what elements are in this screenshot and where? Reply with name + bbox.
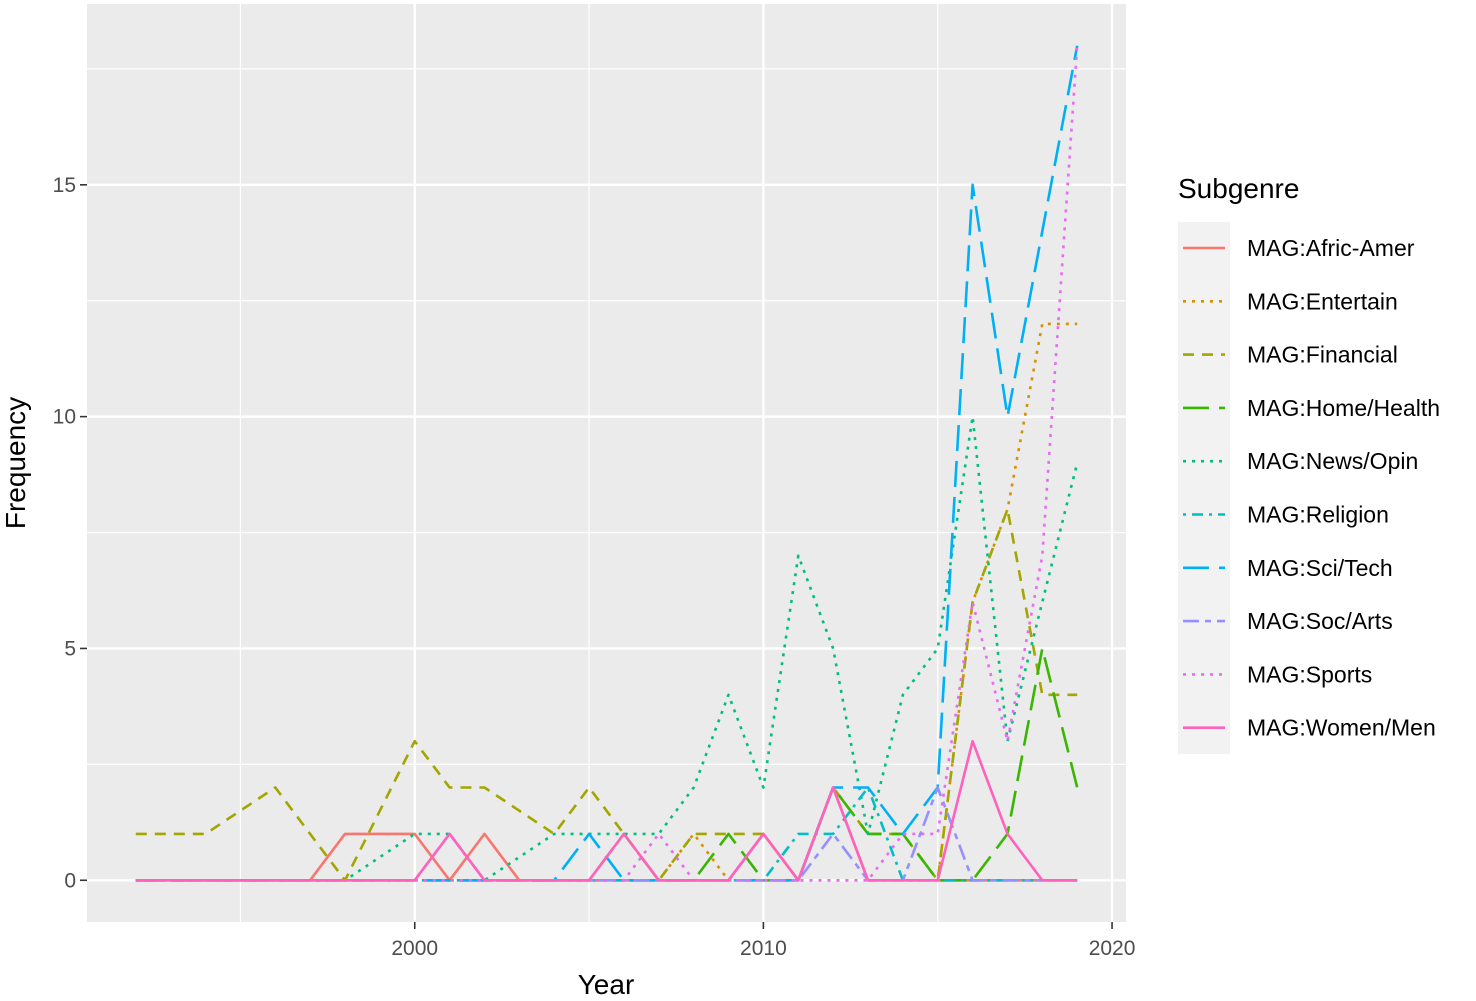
legend-title: Subgenre <box>1178 173 1299 204</box>
y-tick-label: 5 <box>64 637 76 660</box>
legend-label: MAG:News/Opin <box>1247 448 1418 474</box>
legend-label: MAG:Sports <box>1247 661 1372 687</box>
legend-label: MAG:Afric-Amer <box>1247 235 1415 261</box>
y-tick-label: 15 <box>53 174 76 197</box>
legend: Subgenre MAG:Afric-AmerMAG:EntertainMAG:… <box>1178 173 1440 754</box>
x-axis-title: Year <box>578 969 635 1000</box>
series-line-mag-sports <box>135 45 1079 882</box>
legend-label: MAG:Soc/Arts <box>1247 608 1393 634</box>
x-tick-label: 2020 <box>1089 937 1136 960</box>
legend-items: MAG:Afric-Amer MAG:Entertain MAG:Financial… <box>1183 235 1440 741</box>
y-tick-label: 0 <box>64 869 76 892</box>
legend-label: MAG:Women/Men <box>1247 715 1436 741</box>
y-axis-ticks: 0 5 10 15 <box>53 174 87 892</box>
plot-panel <box>87 4 1126 922</box>
legend-label: MAG:Home/Health <box>1247 395 1440 421</box>
legend-key-background <box>1178 222 1230 754</box>
series-line-mag-women-men <box>135 739 1078 882</box>
legend-label: MAG:Entertain <box>1247 288 1398 314</box>
y-axis-title: Frequency <box>0 397 31 529</box>
legend-label: MAG:Religion <box>1247 502 1389 528</box>
series-lines <box>135 45 1079 882</box>
legend-label: MAG:Sci/Tech <box>1247 555 1393 581</box>
y-tick-label: 10 <box>53 406 76 429</box>
x-tick-label: 2000 <box>391 937 438 960</box>
legend-label: MAG:Financial <box>1247 342 1398 368</box>
x-tick-label: 2010 <box>740 937 787 960</box>
x-axis-ticks: 2000 2010 2020 <box>391 922 1135 960</box>
minor-gridlines <box>87 4 1126 922</box>
